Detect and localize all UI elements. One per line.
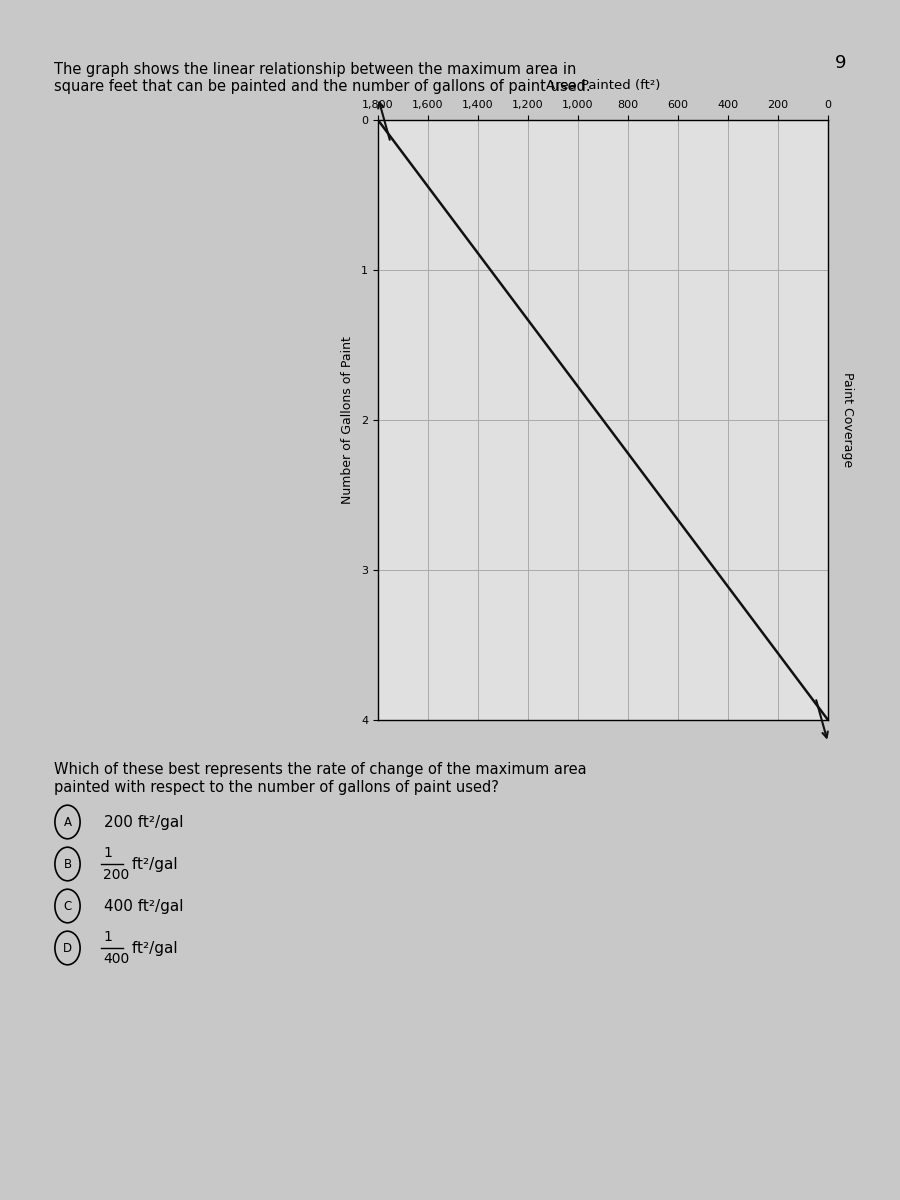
Text: 400: 400 — [104, 952, 130, 966]
X-axis label: Area Painted (ft²): Area Painted (ft²) — [545, 79, 661, 92]
Text: Which of these best represents the rate of change of the maximum area: Which of these best represents the rate … — [54, 762, 587, 778]
Text: ft²/gal: ft²/gal — [127, 857, 177, 871]
Text: painted with respect to the number of gallons of paint used?: painted with respect to the number of ga… — [54, 780, 499, 794]
Y-axis label: Number of Gallons of Paint: Number of Gallons of Paint — [341, 336, 355, 504]
Text: 9: 9 — [834, 54, 846, 72]
Text: 1: 1 — [104, 930, 112, 944]
Text: The graph shows the linear relationship between the maximum area in: The graph shows the linear relationship … — [54, 62, 576, 77]
Text: 400 ft²/gal: 400 ft²/gal — [104, 899, 183, 913]
Text: C: C — [63, 900, 72, 912]
Text: 200: 200 — [104, 868, 130, 882]
Text: square feet that can be painted and the number of gallons of paint used.: square feet that can be painted and the … — [54, 79, 590, 95]
Text: A: A — [64, 816, 71, 828]
Text: B: B — [63, 858, 72, 870]
Text: 200 ft²/gal: 200 ft²/gal — [104, 815, 183, 829]
Text: Paint Coverage: Paint Coverage — [842, 372, 854, 468]
Text: D: D — [63, 942, 72, 954]
Text: 1: 1 — [104, 846, 112, 860]
Text: ft²/gal: ft²/gal — [127, 941, 177, 955]
